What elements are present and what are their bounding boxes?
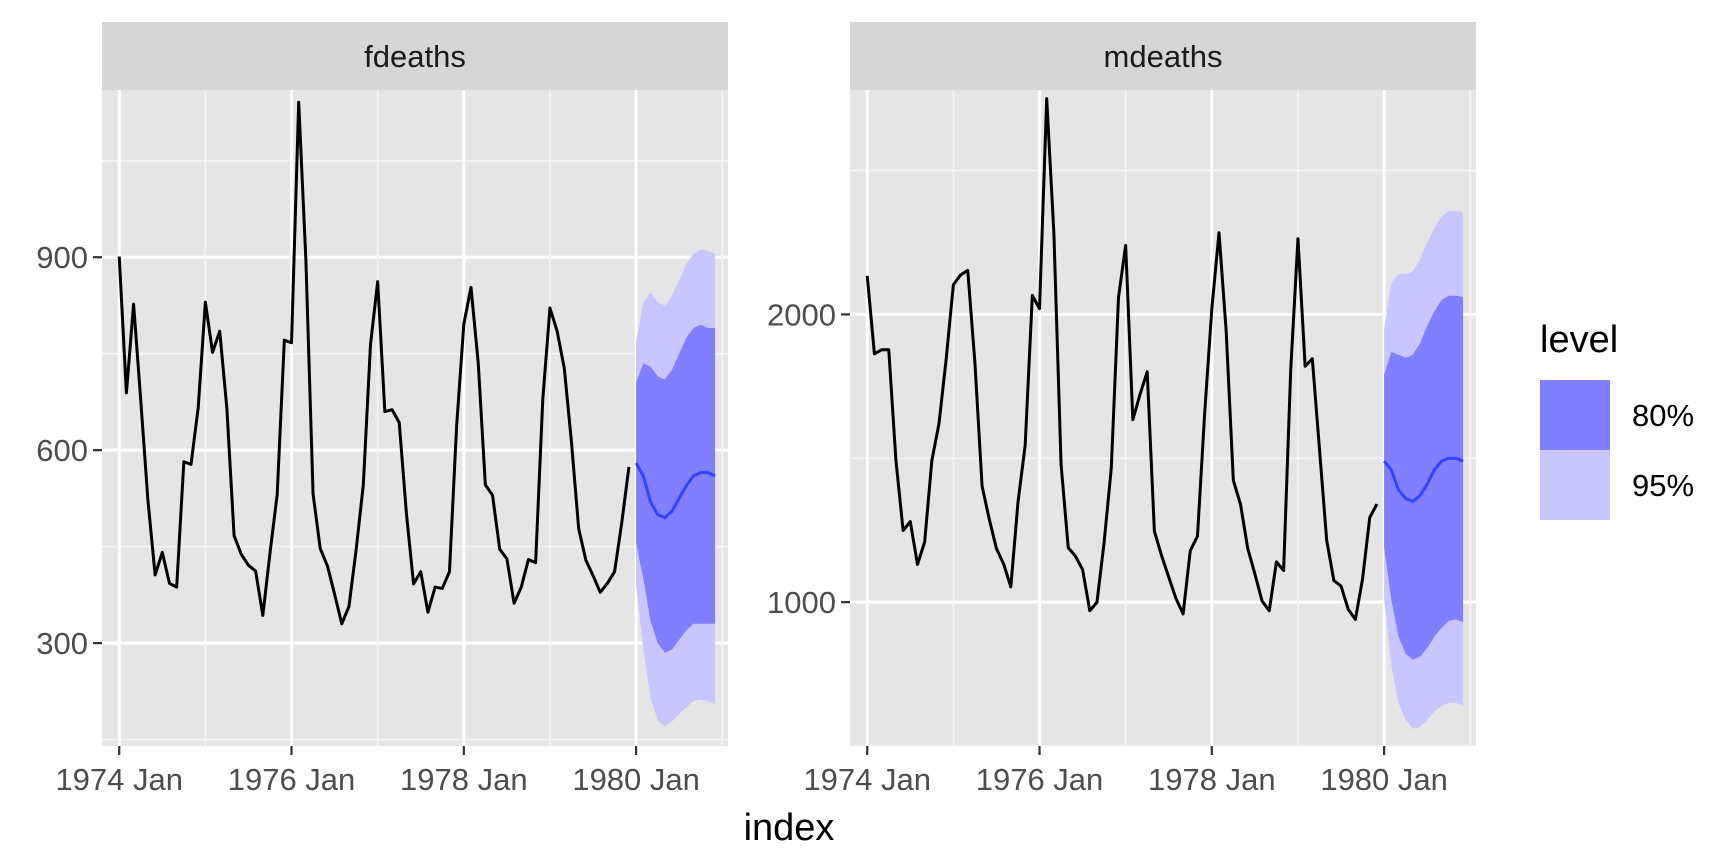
fdeaths-observed-line xyxy=(117,100,631,626)
mdeaths-y-tick-label: 1000 xyxy=(767,585,836,620)
mdeaths-y-tick-label: 2000 xyxy=(767,297,836,332)
fdeaths-y-tick-label: 600 xyxy=(36,433,88,468)
fdeaths-x-tick-label: 1978 Jan xyxy=(400,762,528,797)
fdeaths-y-tick-label: 300 xyxy=(36,626,88,661)
legend-title: level xyxy=(1540,319,1618,361)
fdeaths-strip-label: fdeaths xyxy=(364,39,466,74)
mdeaths-x-tick-label: 1974 Jan xyxy=(803,762,931,797)
mdeaths-x-tick-label: 1978 Jan xyxy=(1148,762,1276,797)
mdeaths-band-80 xyxy=(1384,295,1464,660)
legend-label: 95% xyxy=(1632,468,1694,503)
mdeaths-strip xyxy=(850,22,1476,90)
mdeaths-panel xyxy=(850,90,1476,746)
fdeaths-band-80 xyxy=(636,324,716,653)
mdeaths-strip-label: mdeaths xyxy=(1104,39,1223,74)
legend-key-80pct xyxy=(1540,380,1610,450)
legend-label: 80% xyxy=(1632,398,1694,433)
fdeaths-y-tick-label: 900 xyxy=(36,240,88,275)
fdeaths-x-tick-label: 1976 Jan xyxy=(228,762,356,797)
mdeaths-forecast-line xyxy=(1382,456,1464,504)
legend-key-95pct xyxy=(1540,450,1610,520)
fdeaths-panel xyxy=(102,90,728,746)
x-axis-title: index xyxy=(744,807,835,849)
mdeaths-x-tick-label: 1976 Jan xyxy=(976,762,1104,797)
fdeaths-forecast-line xyxy=(634,462,716,520)
fdeaths-strip xyxy=(102,22,728,90)
mdeaths-observed-line xyxy=(865,97,1379,621)
fdeaths-x-tick-label: 1980 Jan xyxy=(572,762,700,797)
mdeaths-x-tick-label: 1980 Jan xyxy=(1320,762,1448,797)
fdeaths-x-tick-label: 1974 Jan xyxy=(55,762,183,797)
